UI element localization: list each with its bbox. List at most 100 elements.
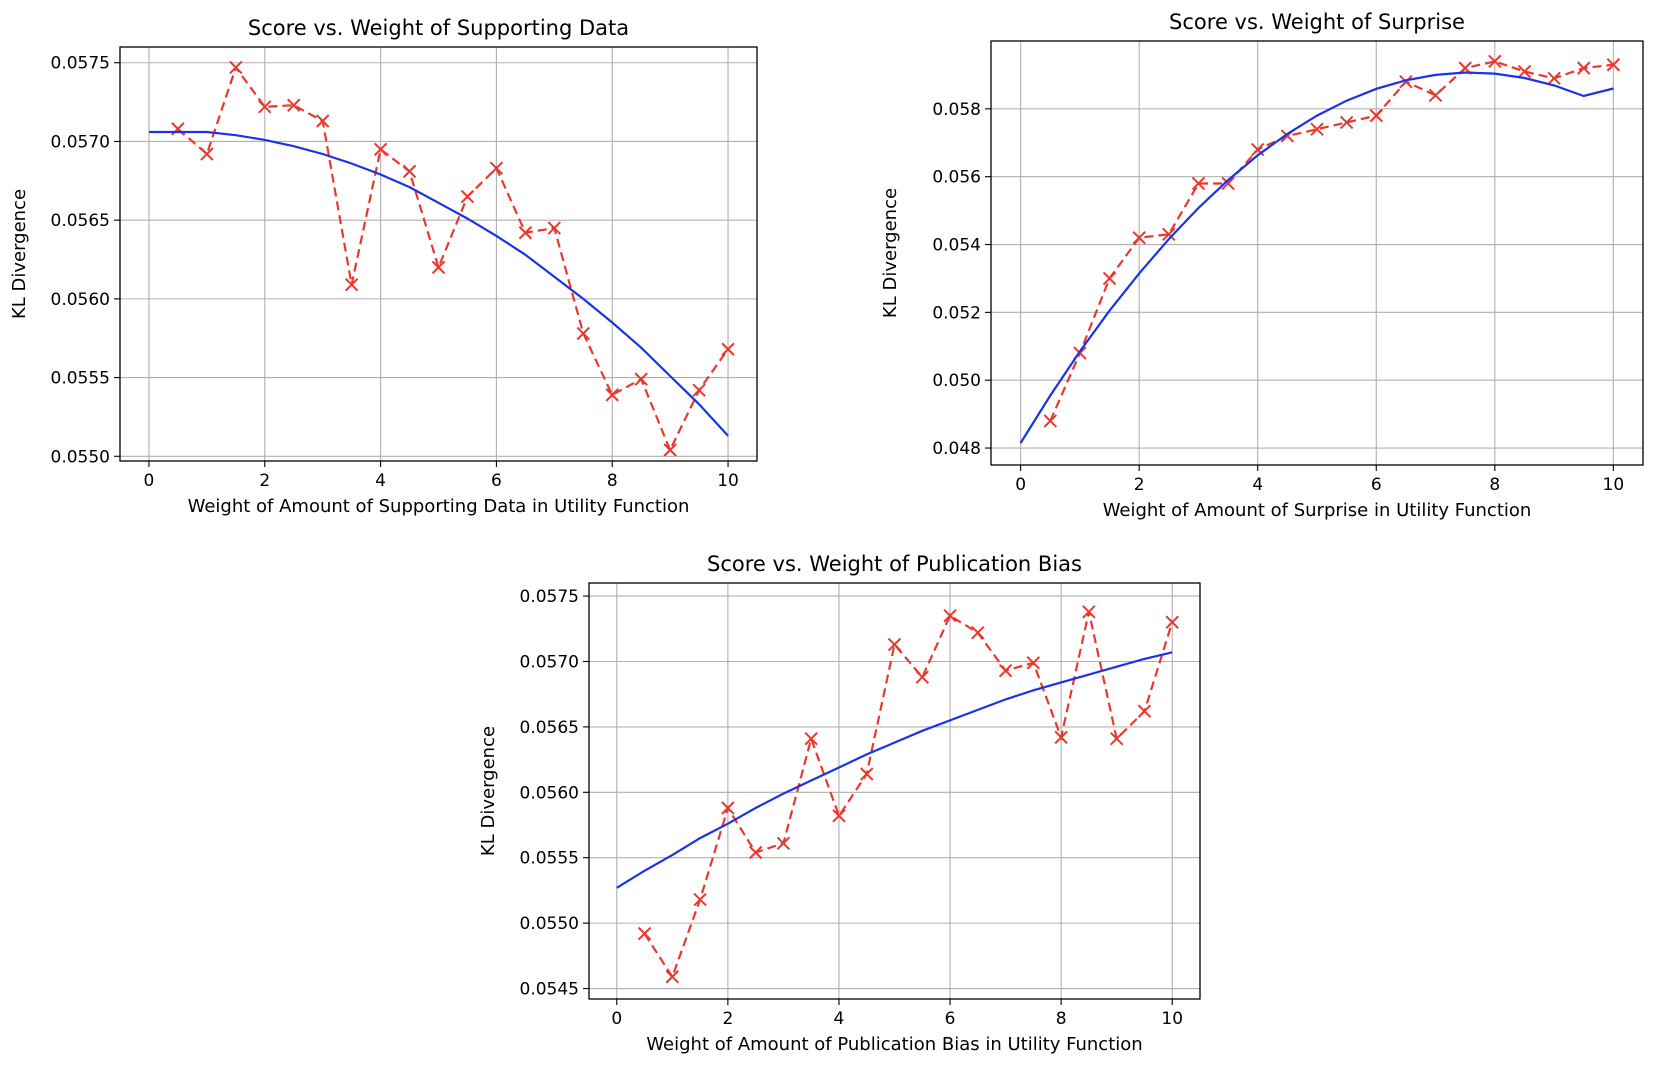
y-tick-label: 0.050: [932, 371, 981, 391]
y-axis-label: KL Divergence: [478, 726, 499, 856]
x-axis-label: Weight of Amount of Publication Bias in …: [646, 1034, 1142, 1055]
data-point-marker: [693, 892, 707, 907]
chart-title: Score vs. Weight of Surprise: [1169, 10, 1465, 34]
data-point-marker: [1577, 61, 1591, 75]
data-point-marker: [692, 383, 706, 397]
chart-title: Score vs. Weight of Supporting Data: [248, 16, 629, 40]
data-point-marker: [229, 60, 243, 75]
data-point-marker: [1399, 74, 1413, 89]
data-point-marker: [915, 670, 929, 684]
y-tick-label: 0.0555: [51, 369, 110, 389]
axes-frame: [119, 46, 758, 462]
data-point-marker: [1102, 271, 1117, 286]
y-tick-label: 0.052: [932, 303, 981, 323]
axes-frame: [588, 582, 1201, 1000]
data-series-line: [1049, 60, 1614, 422]
x-tick-label: 6: [1371, 475, 1382, 495]
y-tick-label: 0.0555: [520, 849, 579, 869]
y-tick-label: 0.0565: [520, 718, 579, 738]
data-point-marker: [460, 189, 475, 204]
data-point-marker: [489, 161, 504, 175]
y-tick-label: 0.0560: [51, 290, 110, 310]
data-point-marker: [634, 372, 648, 386]
data-point-marker: [1488, 54, 1502, 69]
x-tick-label: 2: [1134, 475, 1145, 495]
data-point-marker: [804, 731, 818, 746]
data-series-line: [177, 65, 729, 453]
data-point-marker: [998, 663, 1013, 678]
data-point-marker: [1165, 615, 1179, 629]
y-tick-label: 0.0570: [520, 652, 579, 672]
data-point-marker: [748, 845, 763, 860]
data-point-marker: [832, 809, 846, 823]
data-point-marker: [1606, 58, 1621, 72]
chart-title: Score vs. Weight of Publication Bias: [707, 552, 1082, 576]
data-point-marker: [258, 100, 272, 114]
y-tick-label: 0.0570: [51, 132, 110, 152]
data-point-marker: [887, 637, 902, 652]
data-point-marker: [1132, 231, 1146, 245]
data-point-marker: [287, 98, 301, 112]
data-point-marker: [518, 226, 533, 240]
data-point-marker: [1339, 115, 1354, 130]
y-tick-label: 0.054: [932, 236, 981, 256]
x-axis-label: Weight of Amount of Supporting Data in U…: [188, 496, 690, 517]
data-point-marker: [431, 260, 446, 275]
data-point-marker: [1137, 704, 1152, 718]
y-tick-label: 0.0565: [51, 211, 110, 231]
y-axis-label: KL Divergence: [880, 188, 901, 318]
data-point-marker: [1026, 656, 1041, 670]
x-tick-label: 0: [611, 1009, 622, 1029]
x-tick-label: 10: [1603, 475, 1625, 495]
data-point-marker: [663, 443, 677, 457]
fit-curve: [616, 651, 1173, 889]
data-point-marker: [547, 221, 562, 235]
data-point-marker: [1109, 731, 1124, 746]
data-point-marker: [637, 926, 652, 941]
x-tick-label: 0: [1015, 475, 1026, 495]
data-point-marker: [344, 277, 359, 292]
x-tick-label: 8: [1056, 1009, 1067, 1029]
chart-1: 0 2 4 6 8 10 0.0550 0.0555 0.0560 0.0565 0.0570 0.0…: [9, 16, 758, 517]
x-tick-label: 10: [1161, 1009, 1183, 1029]
data-point-marker: [665, 970, 680, 984]
data-point-marker: [1221, 176, 1235, 191]
data-point-marker: [200, 147, 214, 161]
x-axis-label: Weight of Amount of Surprise in Utility …: [1103, 500, 1532, 521]
data-point-marker: [576, 326, 590, 341]
fit-curve: [1019, 71, 1614, 444]
data-point-marker: [402, 164, 417, 179]
y-tick-label: 0.056: [932, 168, 981, 188]
x-tick-label: 2: [722, 1009, 733, 1029]
data-point-marker: [1310, 122, 1324, 136]
data-point-marker: [721, 801, 735, 815]
data-point-marker: [1547, 71, 1561, 86]
data-point-marker: [971, 626, 985, 640]
data-point-marker: [1191, 176, 1206, 191]
y-tick-label: 0.058: [932, 100, 981, 120]
data-point-marker: [1162, 227, 1176, 242]
data-point-marker: [1517, 64, 1532, 79]
data-point-marker: [1054, 730, 1068, 745]
x-tick-label: 8: [607, 471, 618, 491]
y-tick-label: 0.0550: [51, 447, 110, 467]
y-tick-label: 0.0560: [520, 783, 579, 803]
x-tick-label: 10: [717, 471, 739, 491]
y-tick-label: 0.0575: [51, 54, 110, 74]
data-point-marker: [721, 342, 735, 356]
data-point-marker: [1043, 414, 1057, 428]
chart-3: 0 2 4 6 8 10 0.0545 0.0550 0.0555 0.0560 0.0565 0.0…: [478, 552, 1201, 1055]
data-point-marker: [315, 114, 330, 128]
data-point-marker: [943, 608, 957, 623]
y-tick-label: 0.048: [932, 439, 981, 459]
data-point-marker: [1428, 88, 1443, 102]
fit-curve: [149, 130, 729, 437]
x-tick-label: 4: [375, 471, 386, 491]
x-tick-label: 8: [1489, 475, 1500, 495]
x-tick-label: 0: [144, 471, 155, 491]
data-point-marker: [373, 142, 388, 157]
data-point-marker: [776, 836, 791, 851]
y-tick-label: 0.0550: [520, 914, 579, 934]
x-tick-label: 6: [491, 471, 502, 491]
